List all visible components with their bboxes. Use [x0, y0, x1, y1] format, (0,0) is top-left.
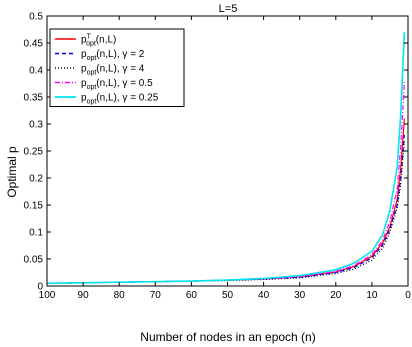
x-tick-label: 100: [39, 290, 56, 301]
y-tick-label: 0: [37, 282, 43, 293]
legend-box: [49, 28, 185, 107]
x-tick-label: 80: [114, 290, 126, 301]
x-tick-label: 50: [222, 290, 234, 301]
y-tick-label: 0.2: [29, 174, 43, 185]
y-tick-label: 0.35: [24, 93, 44, 104]
series-group: [46, 32, 406, 285]
y-axis-title: Optimal p: [5, 146, 19, 198]
x-tick-label: 70: [150, 290, 162, 301]
x-tick-label: 20: [330, 290, 342, 301]
x-tick-label: 40: [258, 290, 270, 301]
legend-label-4: popt(n,L), γ = 0.5: [81, 78, 153, 91]
y-tick-label: 0.4: [29, 66, 43, 77]
legend: pT opt(n,L)popt(n,L), γ = 2 popt(n,L), γ =…: [49, 28, 185, 107]
y-tick-label: 0.1: [29, 228, 43, 239]
x-tick-label: 90: [78, 290, 90, 301]
legend-label-5: popt(n,L), γ = 0.25: [81, 93, 159, 106]
x-tick-label: 0: [405, 290, 411, 301]
legend-label-1: pT opt(n,L): [81, 34, 116, 48]
y-tick-label: 0.45: [24, 39, 44, 50]
legend-label-2: popt(n,L), γ = 2: [81, 49, 145, 62]
y-tick-label: 0.15: [24, 201, 44, 212]
y-tick-label: 0.3: [29, 120, 43, 131]
y-tick-label: 0.25: [24, 147, 44, 158]
y-axis: 0 0.05 0.1 0.15 0.2 0.25 0.3 0.35 0.4 0.45 0.5: [24, 12, 408, 293]
x-axis: 100 90 80 70 60 50 40 30 20 10 0: [39, 16, 411, 301]
y-tick-label: 0.5: [29, 12, 43, 23]
chart-title: L=5: [219, 3, 238, 15]
y-tick-label: 0.05: [24, 255, 44, 266]
x-tick-label: 60: [186, 290, 198, 301]
x-tick-label: 30: [294, 290, 306, 301]
x-tick-label: 10: [366, 290, 378, 301]
legend-label-3: popt(n,L), γ = 4: [81, 64, 145, 77]
series-line-5: [46, 32, 406, 285]
x-axis-title: Number of nodes in an epoch (n): [140, 330, 315, 344]
